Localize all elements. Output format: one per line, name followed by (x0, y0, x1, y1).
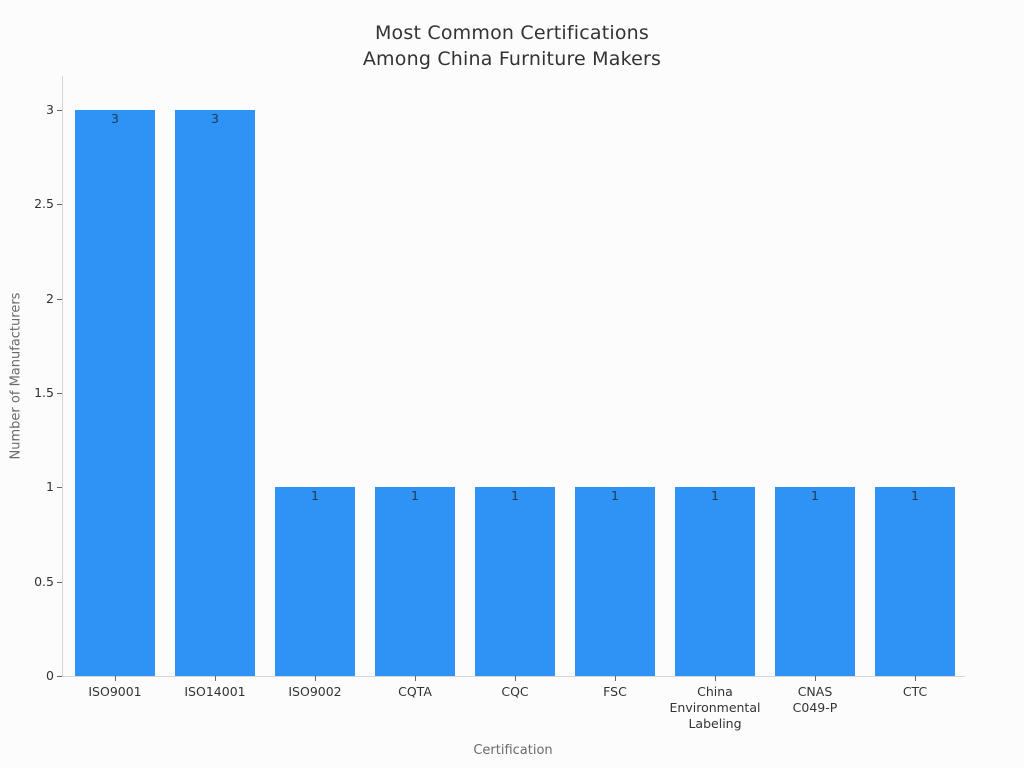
chart-title-line-2: Among China Furniture Makers (362, 48, 662, 70)
x-tick (215, 676, 216, 681)
y-tick (57, 204, 62, 206)
x-tick (315, 676, 316, 681)
y-tick (57, 581, 62, 583)
x-tick (415, 676, 416, 681)
y-tick-label: 2.5 (34, 196, 54, 212)
y-tick (57, 676, 62, 677)
bar (575, 487, 655, 676)
y-tick (57, 298, 62, 300)
y-tick (57, 392, 62, 394)
plot-area: 3 ISO9001 3 ISO14001 1 ISO9002 1 CQTA 1 CQC 1 FSC 1 C… (34, 76, 965, 731)
x-tick-label: ISO14001 (184, 684, 246, 699)
x-tick-label: ISO9001 (88, 684, 142, 699)
bar (175, 109, 255, 676)
x-tick-label: CQTA (398, 684, 432, 699)
x-tick-label: CQC (501, 684, 529, 699)
bar (675, 487, 755, 676)
y-axis-title: Number of Manufacturers (8, 292, 24, 460)
bar-value-label: 1 (711, 488, 719, 504)
x-tick (815, 676, 816, 681)
x-tick-label: CTC (902, 684, 928, 699)
x-tick-label: China Environmental Labeling (669, 684, 761, 731)
x-tick (915, 676, 916, 681)
x-tick-label: FSC (603, 684, 627, 699)
bar (775, 487, 855, 676)
y-tick-label: 0 (46, 668, 54, 683)
x-tick (115, 676, 116, 681)
x-tick (515, 676, 516, 681)
x-tick-label: CNAS C049-P (792, 684, 838, 715)
bar (75, 109, 155, 676)
bar (875, 487, 955, 676)
bar-value-label: 3 (111, 110, 119, 126)
y-tick-label: 1.5 (34, 384, 54, 400)
y-tick-label: 0.5 (34, 573, 54, 589)
bar (475, 487, 555, 676)
y-tick (57, 487, 62, 489)
bar (375, 487, 455, 676)
y-tick-label: 3 (46, 101, 54, 117)
bar-value-label: 1 (611, 488, 619, 504)
x-axis-title: Certification (473, 743, 553, 758)
chart-title: Most Common Certifications Among China F… (0, 20, 1024, 72)
y-tick (57, 109, 62, 111)
bar-value-label: 3 (211, 110, 219, 126)
bar-value-label: 1 (511, 488, 519, 504)
bar-value-label: 1 (811, 488, 819, 504)
y-tick-label: 2 (46, 290, 54, 306)
bar-value-label: 1 (411, 488, 419, 504)
x-tick-label: ISO9002 (288, 684, 342, 699)
bar-value-label: 1 (911, 488, 919, 504)
bar (275, 487, 355, 676)
y-tick-label: 1 (46, 479, 54, 495)
x-tick (615, 676, 616, 681)
x-tick (715, 676, 716, 681)
chart-title-line-1: Most Common Certifications (374, 22, 650, 44)
bar-value-label: 1 (311, 488, 319, 504)
